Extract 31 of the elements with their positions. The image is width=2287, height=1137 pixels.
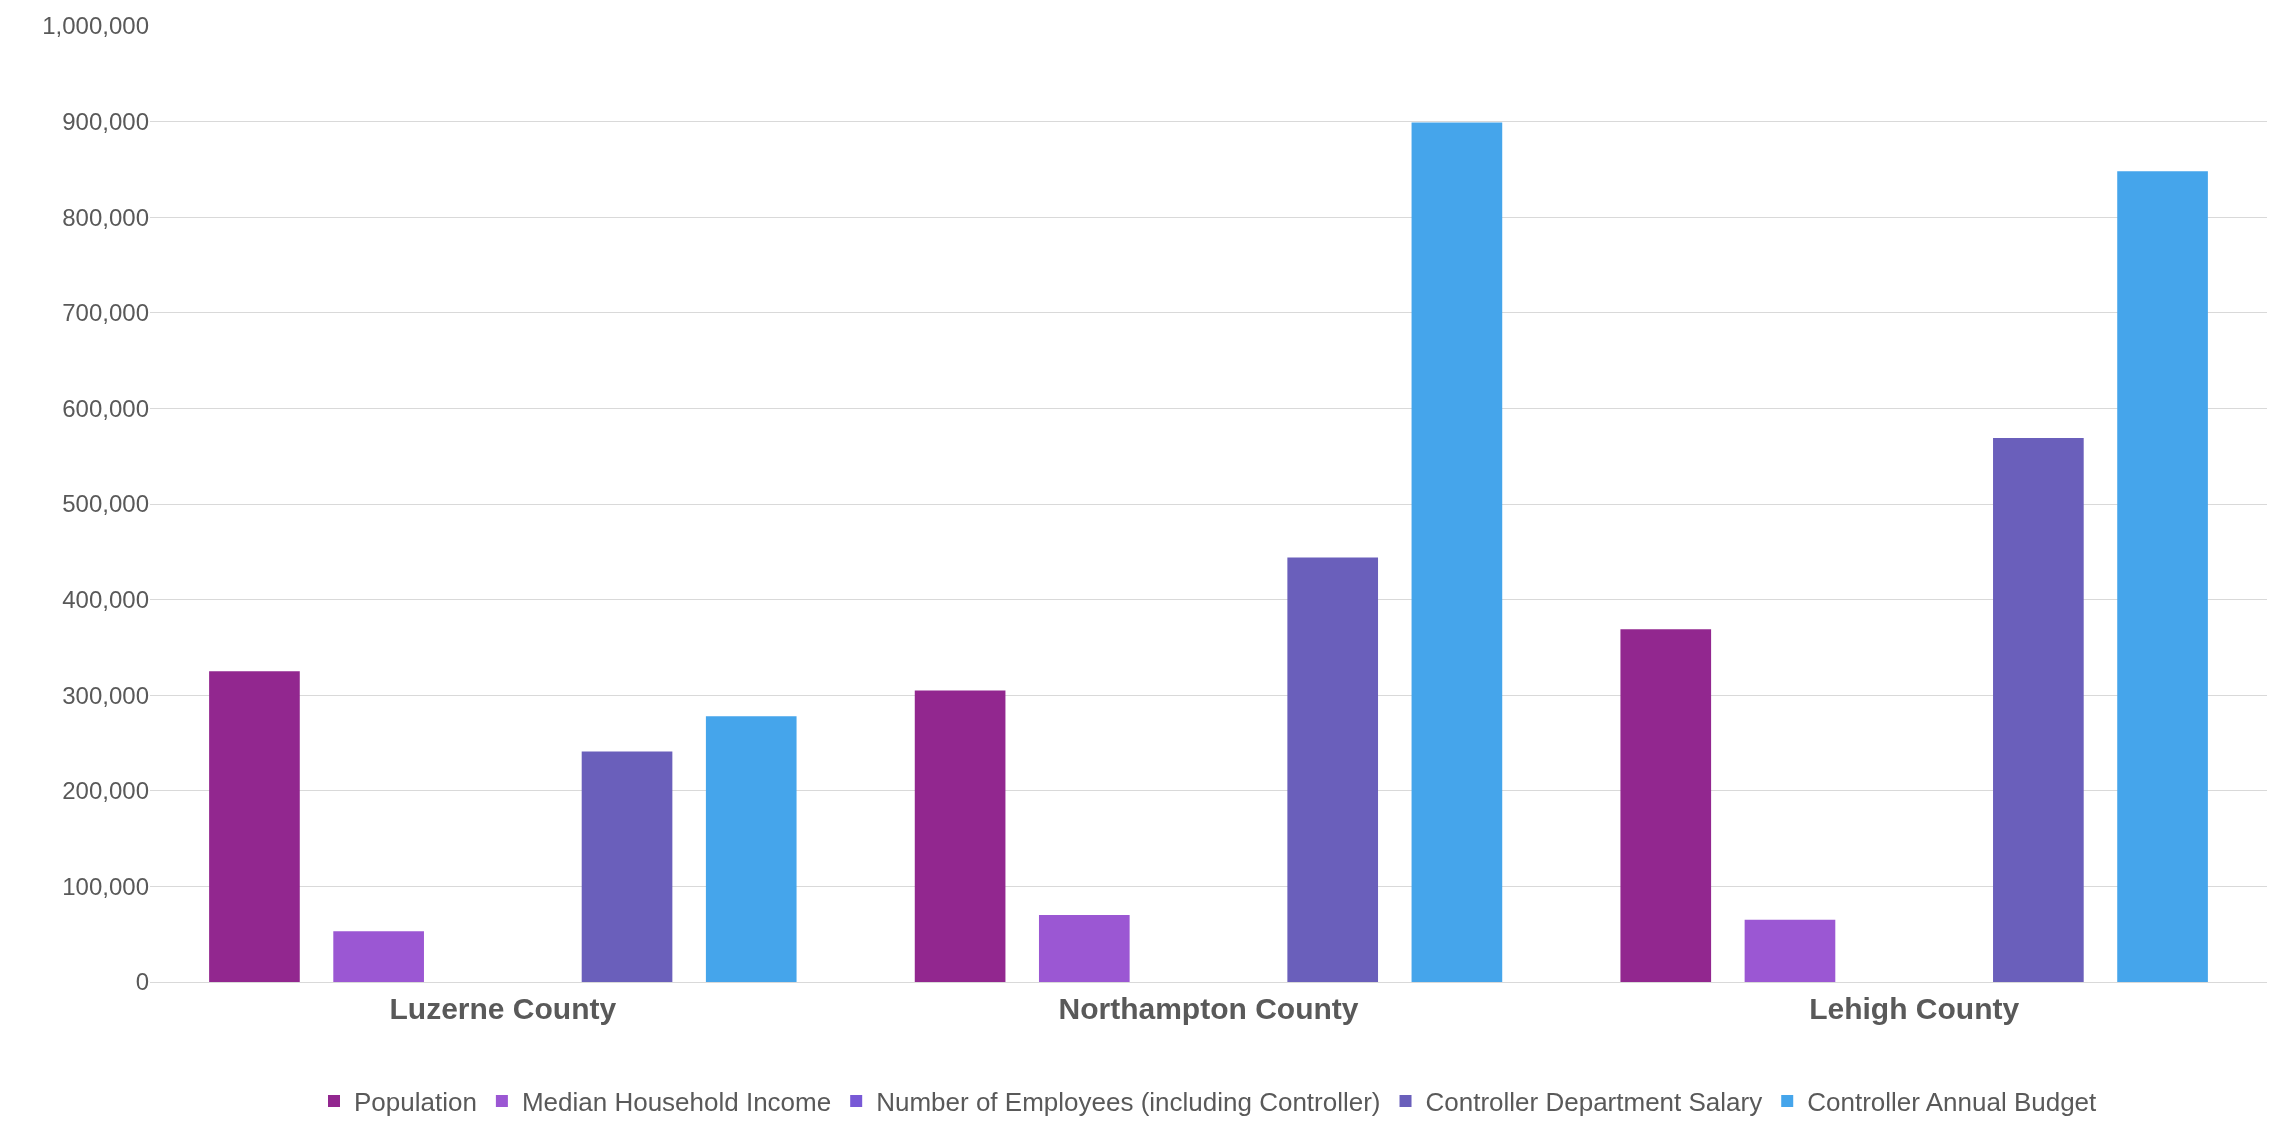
bar bbox=[1411, 122, 1503, 982]
bar bbox=[2117, 171, 2208, 982]
bar bbox=[705, 716, 797, 982]
y-tick-label: 1,000,000 bbox=[42, 12, 149, 40]
y-tick-label: 400,000 bbox=[62, 586, 149, 613]
bar bbox=[1993, 438, 2084, 982]
legend-label: Number of Employees (including Controller) bbox=[876, 1087, 1381, 1118]
x-tick-label: Luzerne County bbox=[389, 992, 617, 1025]
y-tick-label: 700,000 bbox=[62, 299, 149, 327]
y-tick-label: 900,000 bbox=[62, 108, 149, 135]
y-tick-label: 100,000 bbox=[62, 872, 149, 900]
bar bbox=[581, 751, 673, 982]
x-tick-label: Northampton County bbox=[1058, 992, 1359, 1025]
y-tick-label: 0 bbox=[135, 968, 149, 996]
y-tick-label: 600,000 bbox=[62, 394, 149, 422]
bar bbox=[1038, 915, 1130, 982]
y-tick-label: 200,000 bbox=[62, 777, 149, 805]
bar bbox=[209, 671, 300, 982]
legend-label: Median Household Income bbox=[521, 1087, 832, 1118]
y-tick-label: 800,000 bbox=[62, 203, 149, 231]
y-tick-label: 500,000 bbox=[62, 490, 149, 518]
bar bbox=[914, 690, 1006, 982]
bar bbox=[1620, 629, 1712, 982]
legend-label: Controller Department Salary bbox=[1425, 1087, 1763, 1118]
bar bbox=[333, 931, 424, 982]
legend-label: Population bbox=[354, 1087, 477, 1118]
legend-label: Controller Annual Budget bbox=[1807, 1087, 2098, 1118]
bar bbox=[1287, 557, 1379, 982]
y-tick-label: 300,000 bbox=[62, 681, 149, 709]
x-tick-label: Lehigh County bbox=[1809, 992, 2020, 1025]
bar bbox=[1744, 919, 1836, 982]
